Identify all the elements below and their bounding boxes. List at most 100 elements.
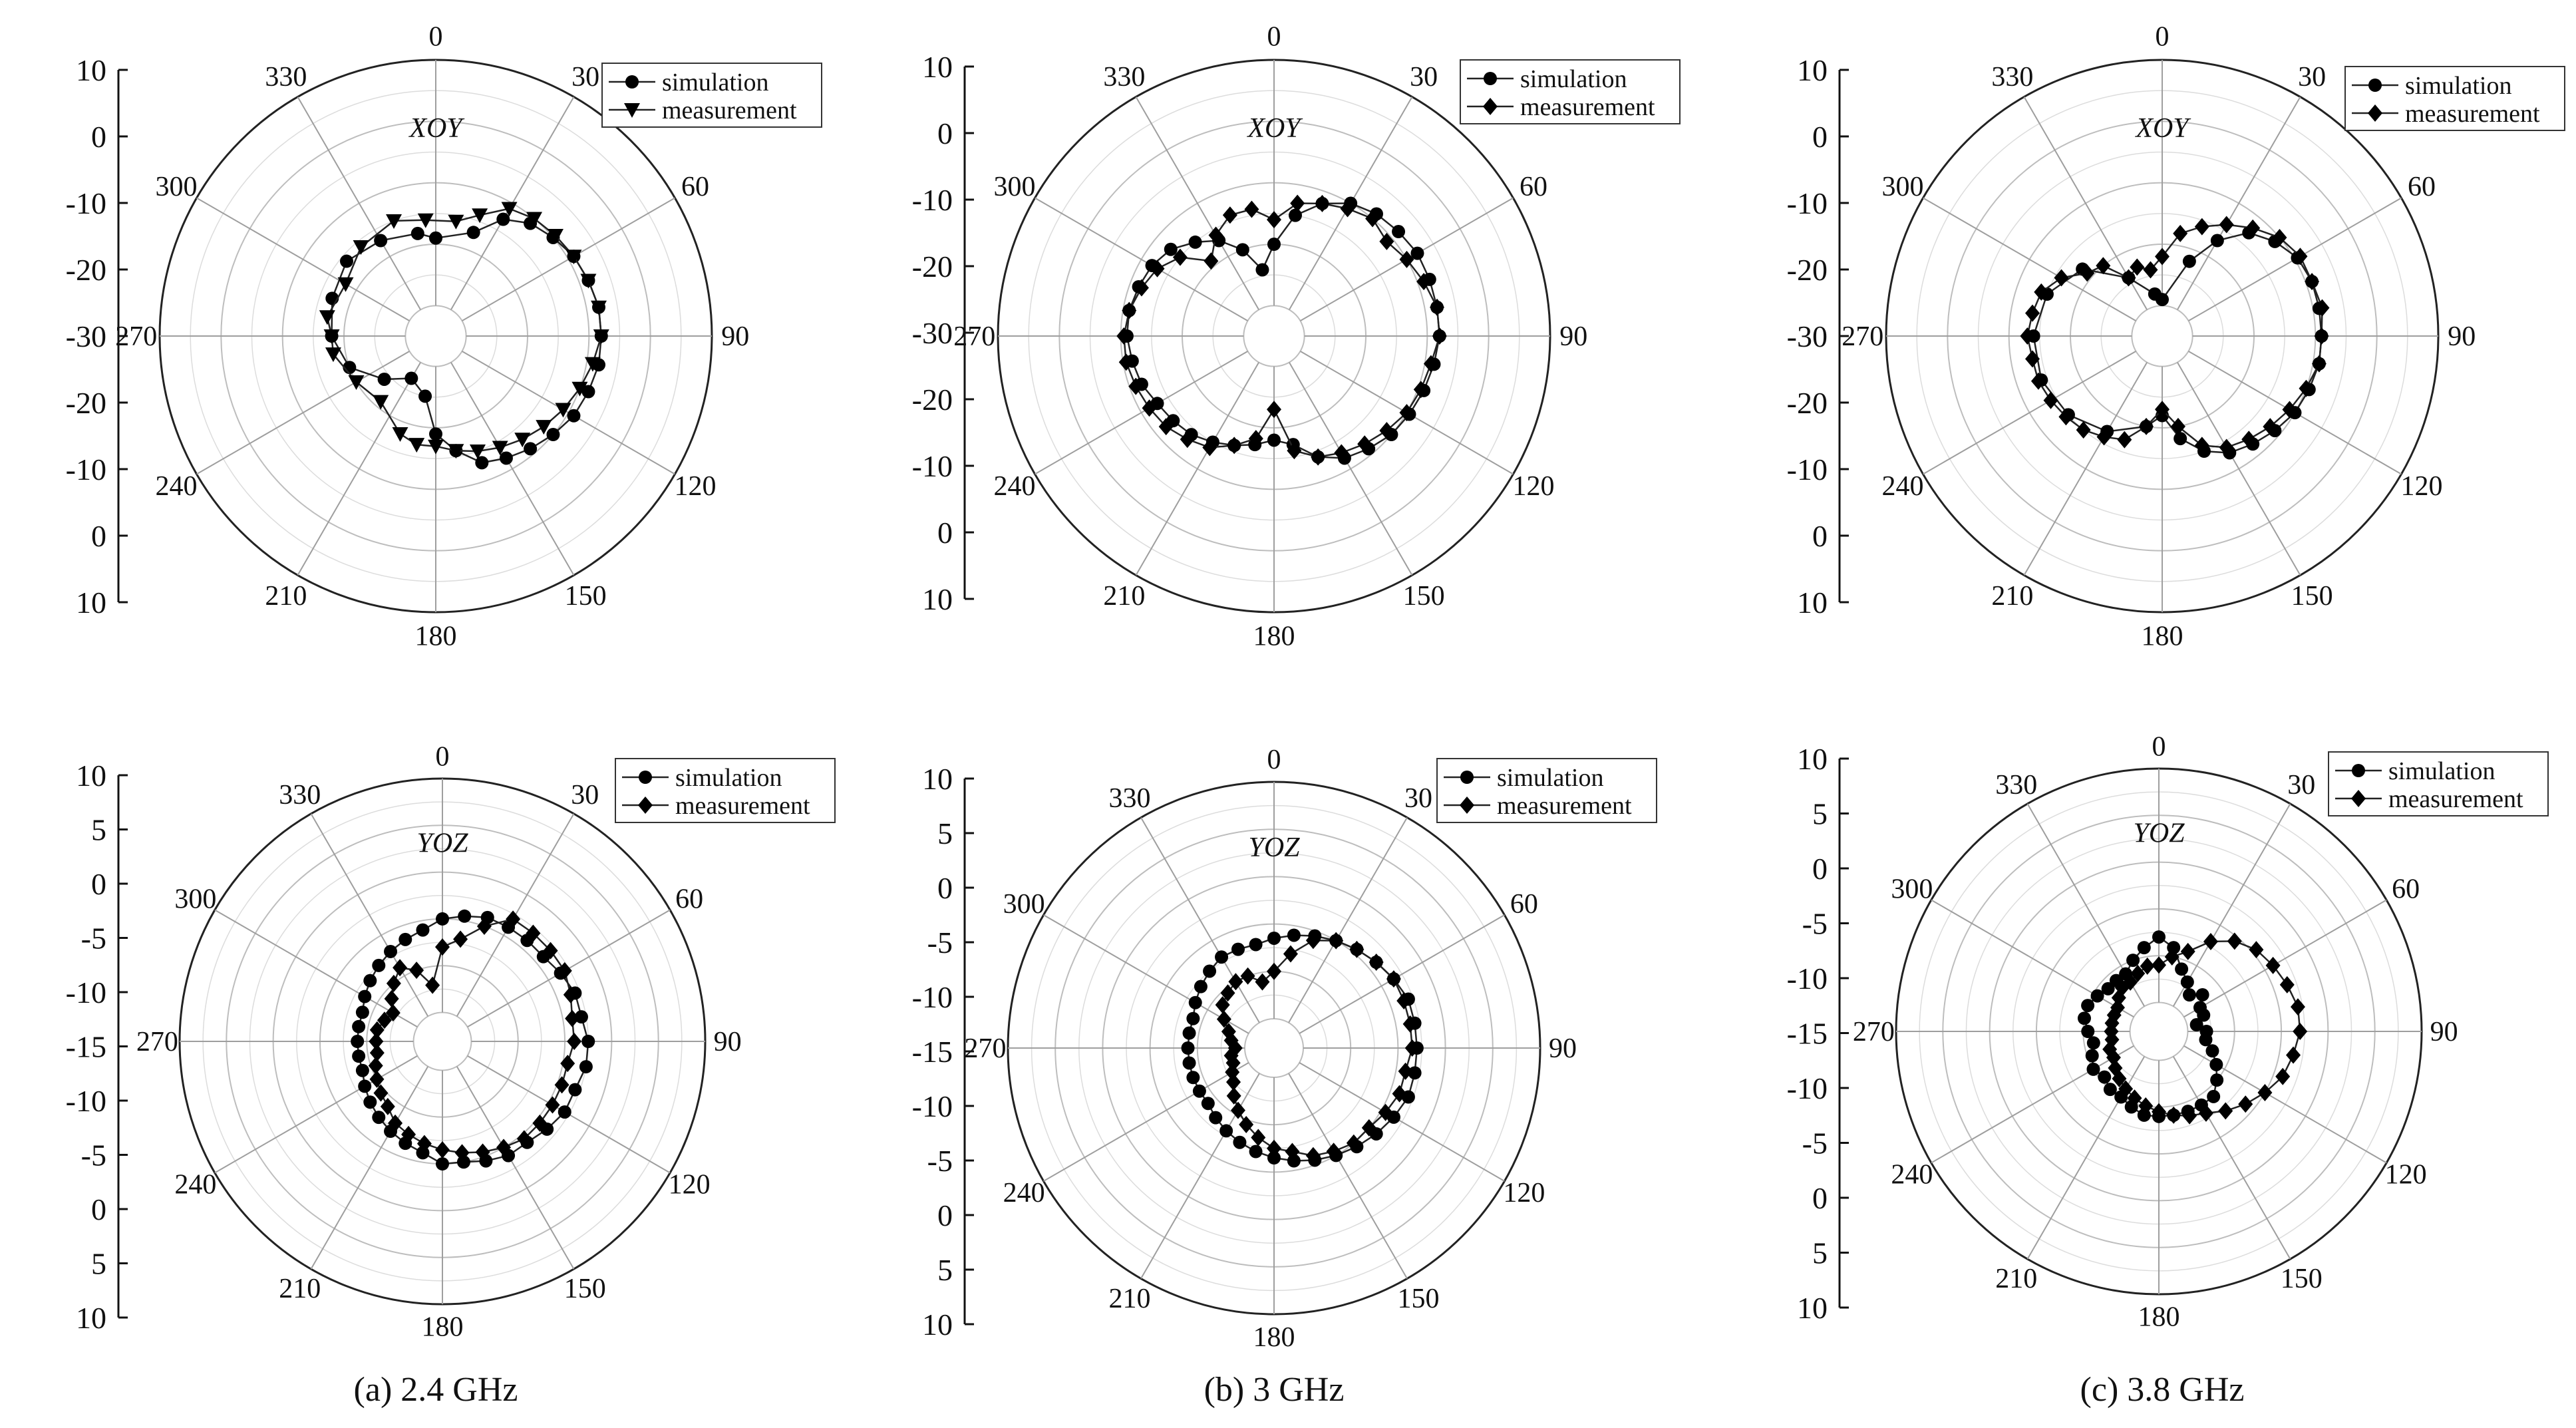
angle-tick-label: 180 xyxy=(415,621,457,651)
angle-tick-label: 210 xyxy=(279,1274,321,1304)
legend-box xyxy=(615,758,836,823)
angle-tick-label: 210 xyxy=(1109,1284,1151,1314)
angle-tick-label: 30 xyxy=(2287,770,2315,801)
data-point xyxy=(2081,1025,2095,1038)
data-point xyxy=(2199,1033,2213,1047)
radial-tick-label: 0 xyxy=(91,1192,106,1226)
data-point xyxy=(543,942,558,960)
data-point xyxy=(1378,1103,1393,1121)
data-point xyxy=(393,959,408,977)
legend-box xyxy=(601,63,822,128)
angle-tick-label: 90 xyxy=(714,1027,742,1057)
data-point xyxy=(2096,257,2111,275)
data-point xyxy=(386,974,401,992)
grid-spoke xyxy=(297,362,422,576)
radial-tick-label: -10 xyxy=(1787,962,1828,995)
data-point xyxy=(1408,1066,1422,1080)
data-point xyxy=(1315,194,1330,212)
radial-tick-label: -20 xyxy=(66,386,106,420)
data-point xyxy=(453,930,468,948)
grid-spoke xyxy=(1035,350,1248,475)
grid-spoke xyxy=(456,1066,575,1270)
data-point xyxy=(369,1021,385,1039)
data-point xyxy=(2311,355,2327,373)
radial-tick-label: 0 xyxy=(91,120,106,154)
data-point xyxy=(2351,790,2366,807)
data-point xyxy=(1267,931,1281,945)
data-point xyxy=(1227,437,1242,454)
data-point xyxy=(1386,970,1401,988)
data-point xyxy=(429,231,442,245)
data-point xyxy=(425,976,440,994)
data-point xyxy=(1203,964,1217,978)
data-point xyxy=(1222,206,1237,224)
radial-tick-label: 0 xyxy=(937,1198,953,1232)
angle-tick-label: 180 xyxy=(2138,1302,2180,1333)
data-point xyxy=(1164,242,1178,256)
radial-tick-label: -10 xyxy=(1787,1071,1828,1105)
data-point xyxy=(458,909,472,923)
data-point xyxy=(2058,408,2074,426)
grid-spoke xyxy=(1043,1062,1249,1182)
data-point xyxy=(1379,232,1394,250)
data-point xyxy=(1233,1135,1247,1149)
radial-tick-label: 0 xyxy=(91,867,106,901)
data-point xyxy=(2034,283,2049,301)
data-point xyxy=(1142,399,1157,417)
caption-a: (a) 2.4 GHz xyxy=(354,1371,518,1409)
data-point xyxy=(1285,1143,1300,1160)
series-measurement xyxy=(319,202,609,460)
data-point xyxy=(372,958,386,972)
radial-tick-label: 5 xyxy=(937,1253,953,1287)
data-point xyxy=(2164,948,2179,966)
polar-chart-4: 0 30 60 90 120 150 180 210 240 270 300 330 10 5 0 -5 -10… xyxy=(66,741,836,1343)
data-point xyxy=(2263,418,2278,436)
data-point xyxy=(1219,1124,1233,1138)
data-point xyxy=(2152,1103,2166,1121)
angle-tick-label: 300 xyxy=(994,172,1036,202)
data-point xyxy=(591,300,607,315)
data-point xyxy=(1283,945,1298,963)
data-point xyxy=(499,451,513,465)
grid-spoke xyxy=(1288,817,1408,1023)
radial-tick-label: -10 xyxy=(66,976,106,1009)
data-point xyxy=(2025,350,2040,368)
data-point xyxy=(2173,224,2188,242)
radial-tick-label: 10 xyxy=(76,586,106,620)
data-point xyxy=(1134,279,1149,297)
data-point xyxy=(1240,967,1255,985)
data-point xyxy=(323,329,340,344)
data-point xyxy=(526,212,543,227)
angle-tick-label: 180 xyxy=(1253,1322,1295,1353)
data-point xyxy=(363,1095,377,1109)
data-point xyxy=(2077,1011,2091,1025)
legend-label: measurement xyxy=(2388,785,2523,813)
radial-tick-label: 10 xyxy=(1797,1291,1828,1325)
data-point xyxy=(2210,234,2224,248)
data-point xyxy=(2043,391,2058,409)
series-line xyxy=(331,218,603,464)
data-point xyxy=(2238,1095,2253,1113)
radial-tick-label: 5 xyxy=(937,816,953,850)
angle-tick-label: 240 xyxy=(994,471,1036,502)
data-point xyxy=(2219,216,2234,234)
data-point xyxy=(574,1010,588,1024)
grid-spoke xyxy=(1299,914,1505,1034)
angle-tick-label: 240 xyxy=(1882,471,1924,502)
angle-tick-label: 270 xyxy=(1853,1017,1895,1047)
angle-tick-label: 270 xyxy=(965,1033,1007,1064)
data-point xyxy=(638,797,653,814)
data-point xyxy=(2152,956,2166,974)
radial-tick-label: 10 xyxy=(922,50,953,84)
angle-tick-label: 240 xyxy=(156,471,198,502)
grid-spoke xyxy=(1043,914,1249,1034)
data-point xyxy=(496,212,510,226)
data-point xyxy=(1267,401,1281,419)
angle-tick-label: 60 xyxy=(681,172,709,202)
legend-label: measurement xyxy=(662,96,797,124)
caption-c: (c) 3.8 GHz xyxy=(2080,1371,2245,1409)
data-point xyxy=(1398,1062,1413,1080)
data-point xyxy=(2197,1008,2211,1022)
data-point xyxy=(1305,932,1321,950)
